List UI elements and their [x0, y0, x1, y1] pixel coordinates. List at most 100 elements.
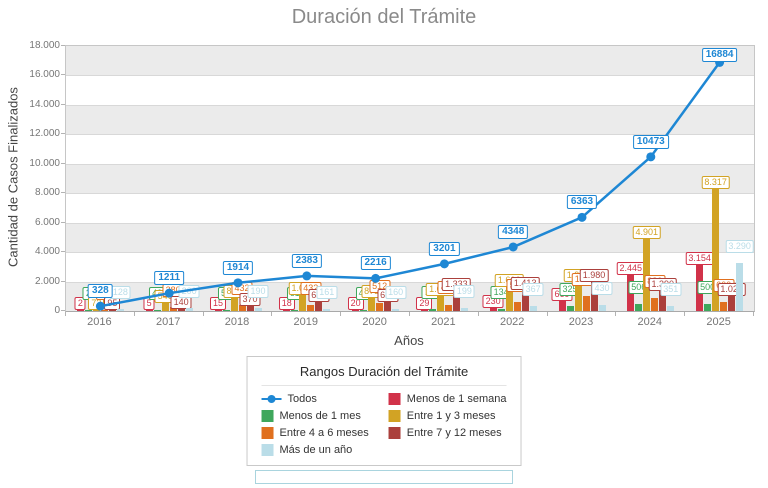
bar-label-mas-de-un-ano: 351	[660, 282, 682, 296]
legend: Rangos Duración del Trámite Todos Menos d…	[246, 356, 522, 466]
line-point[interactable]	[302, 271, 312, 281]
legend-item-menos-de-1-mes[interactable]: Menos de 1 mes	[261, 410, 369, 422]
bar-menos-de-1-semana[interactable]	[145, 310, 153, 311]
bar-entre-4-a-6-meses[interactable]	[582, 295, 590, 311]
legend-item-entre-1-y-3-meses[interactable]: Entre 1 y 3 meses	[388, 410, 507, 422]
y-tick-label: 4.000	[34, 246, 60, 258]
x-tick-label: 2019	[293, 316, 319, 328]
bar-menos-de-1-mes[interactable]	[428, 308, 436, 311]
legend-square-icon	[261, 410, 274, 422]
line-label: 10473	[632, 134, 669, 149]
x-tick	[202, 312, 204, 316]
bar-entre-7-y-12-meses[interactable]	[315, 301, 323, 311]
legend-item-entre-7-y-12-meses[interactable]: Entre 7 y 12 meses	[388, 427, 507, 439]
bar-entre-4-a-6-meses[interactable]	[513, 302, 521, 311]
bar-menos-de-1-semana[interactable]	[283, 310, 291, 311]
bar-entre-1-y-3-meses[interactable]	[299, 295, 307, 311]
bar-mas-de-un-ano[interactable]	[392, 308, 400, 311]
line-point[interactable]	[95, 301, 105, 311]
bar-entre-4-a-6-meses[interactable]	[238, 304, 246, 311]
gridline	[66, 252, 754, 254]
bar-label-entre-1-y-3-meses: 4.901	[632, 225, 662, 239]
bar-entre-4-a-6-meses[interactable]	[169, 306, 177, 311]
bar-label-mas-de-un-ano: 190	[247, 285, 269, 299]
bar-mas-de-un-ano[interactable]	[529, 305, 537, 311]
gridline	[66, 104, 754, 106]
bar-menos-de-1-semana[interactable]	[558, 301, 566, 311]
bar-mas-de-un-ano[interactable]	[323, 308, 331, 311]
line-point[interactable]	[164, 288, 174, 298]
bar-menos-de-1-mes[interactable]	[566, 306, 574, 311]
bar-entre-1-y-3-meses[interactable]	[712, 188, 720, 311]
x-tick	[65, 312, 66, 316]
line-point[interactable]	[439, 259, 449, 269]
bar-menos-de-1-mes[interactable]	[704, 303, 712, 311]
bar-menos-de-1-mes[interactable]	[222, 310, 230, 311]
bar-entre-7-y-12-meses[interactable]	[246, 305, 254, 311]
bar-menos-de-1-mes[interactable]	[84, 310, 92, 311]
bar-entre-4-a-6-meses[interactable]	[376, 303, 384, 311]
bar-menos-de-1-semana[interactable]	[420, 310, 428, 311]
bar-menos-de-1-semana[interactable]	[76, 310, 84, 311]
legend-item-todos[interactable]: Todos	[261, 393, 369, 405]
bar-entre-1-y-3-meses[interactable]	[436, 295, 444, 311]
y-tick-label: 10.000	[29, 157, 60, 169]
bar-entre-7-y-12-meses[interactable]	[108, 309, 116, 311]
line-point[interactable]	[577, 212, 587, 222]
bar-entre-4-a-6-meses[interactable]	[100, 310, 108, 311]
line-label: 4348	[498, 224, 529, 239]
bar-entre-7-y-12-meses[interactable]	[452, 291, 460, 311]
line-point[interactable]	[508, 242, 518, 252]
line-point[interactable]	[233, 278, 243, 288]
bar-entre-1-y-3-meses[interactable]	[92, 309, 100, 311]
bar-entre-7-y-12-meses[interactable]	[659, 290, 667, 311]
bar-label-mas-de-un-ano: 160	[385, 285, 407, 299]
bar-entre-7-y-12-meses[interactable]	[521, 290, 529, 311]
bar-entre-1-y-3-meses[interactable]	[368, 298, 376, 311]
legend-square-icon	[261, 427, 274, 439]
bar-menos-de-1-mes[interactable]	[497, 309, 505, 311]
bar-entre-4-a-6-meses[interactable]	[651, 298, 659, 311]
bar-entre-4-a-6-meses[interactable]	[444, 304, 452, 311]
bar-label-entre-1-y-3-meses: 8.317	[701, 175, 730, 189]
y-tick-label: 16.000	[29, 69, 60, 81]
bar-menos-de-1-mes[interactable]	[635, 303, 643, 311]
bar-label-menos-de-1-semana: 2.445	[616, 262, 646, 275]
bar-entre-1-y-3-meses[interactable]	[505, 287, 513, 311]
bar-entre-1-y-3-meses[interactable]	[230, 298, 238, 311]
line-point[interactable]	[646, 152, 656, 162]
bar-menos-de-1-mes[interactable]	[153, 310, 161, 311]
bar-entre-7-y-12-meses[interactable]	[590, 281, 598, 311]
bar-mas-de-un-ano[interactable]	[185, 308, 193, 311]
bar-mas-de-un-ano[interactable]	[460, 308, 468, 311]
bar-menos-de-1-semana[interactable]	[352, 310, 360, 311]
bar-mas-de-un-ano[interactable]	[598, 304, 606, 311]
bar-entre-7-y-12-meses[interactable]	[384, 302, 392, 311]
legend-item-menos-de-1-semana[interactable]: Menos de 1 semana	[388, 393, 506, 405]
bar-mas-de-un-ano[interactable]	[254, 308, 262, 311]
bar-menos-de-1-semana[interactable]	[489, 307, 497, 311]
bar-entre-1-y-3-meses[interactable]	[161, 302, 169, 311]
legend-item-mas-de-un-ano[interactable]: Más de un año	[261, 444, 369, 456]
bar-mas-de-un-ano[interactable]	[116, 309, 124, 311]
bar-entre-7-y-12-meses[interactable]	[177, 308, 185, 311]
bar-menos-de-1-mes[interactable]	[291, 310, 299, 311]
bar-entre-4-a-6-meses[interactable]	[307, 304, 315, 311]
bar-entre-7-y-12-meses[interactable]	[728, 295, 736, 311]
bar-mas-de-un-ano[interactable]	[667, 305, 675, 311]
bar-label-menos-de-1-semana: 2	[74, 297, 86, 310]
line-point[interactable]	[371, 273, 381, 283]
y-tick-label: 0	[54, 305, 60, 316]
x-tick-label: 2016	[87, 316, 112, 328]
bar-entre-1-y-3-meses[interactable]	[643, 238, 651, 311]
legend-item-entre-4-a-6-meses[interactable]: Entre 4 a 6 meses	[261, 427, 369, 439]
bar-mas-de-un-ano[interactable]	[736, 262, 744, 311]
gridline	[66, 281, 754, 283]
y-tick-label: 6.000	[34, 216, 60, 228]
bar-menos-de-1-mes[interactable]	[360, 310, 368, 311]
bar-entre-4-a-6-meses[interactable]	[720, 302, 728, 311]
legend-item-label: Entre 7 y 12 meses	[406, 427, 502, 439]
bar-entre-1-y-3-meses[interactable]	[574, 282, 582, 311]
bar-menos-de-1-semana[interactable]	[214, 310, 222, 311]
line-label: 6363	[566, 195, 598, 210]
